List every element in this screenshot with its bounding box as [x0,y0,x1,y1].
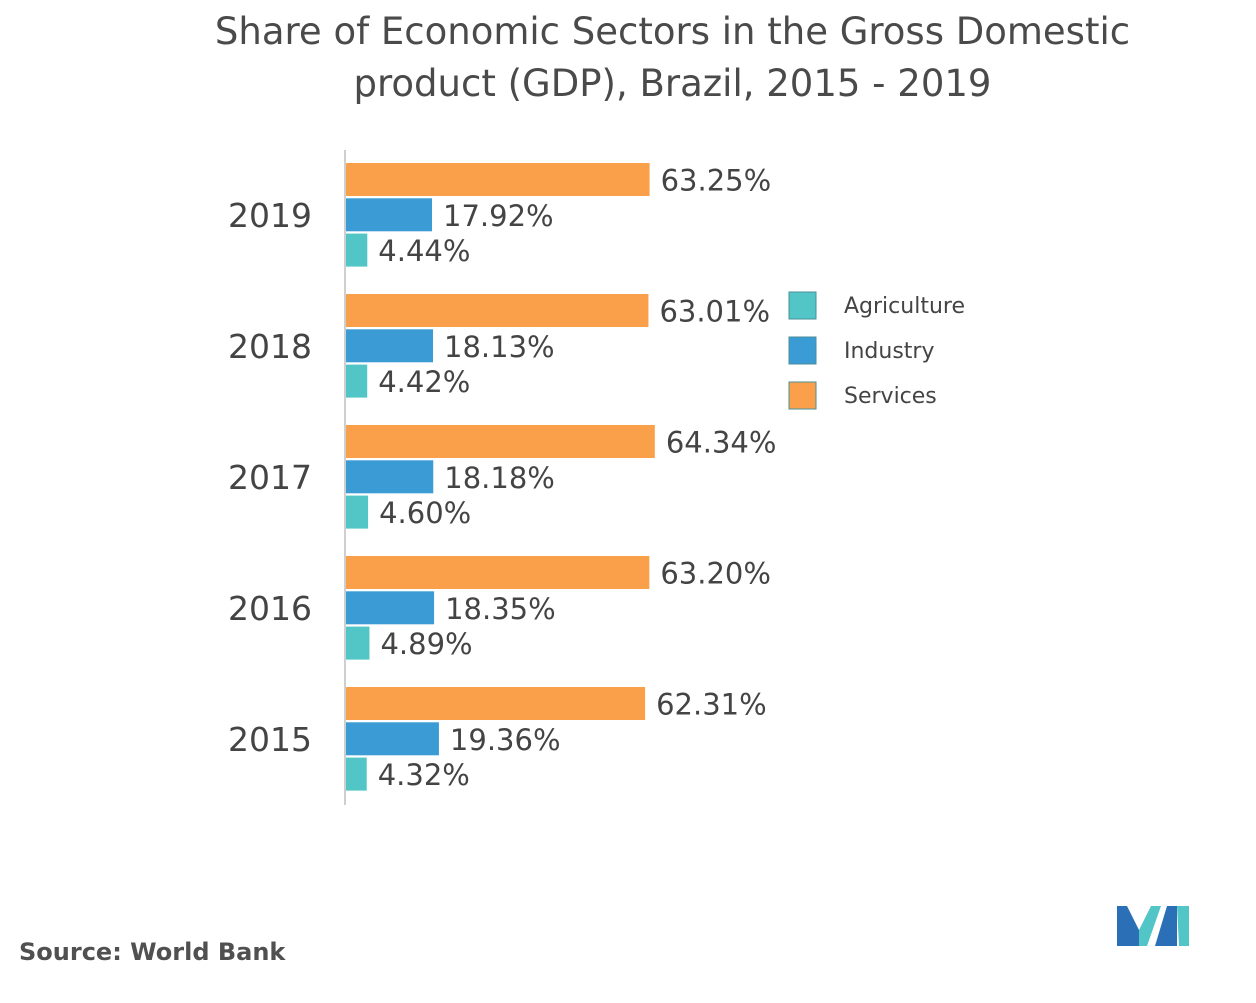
category-label: 2017 [228,458,312,497]
data-label: 63.25% [661,164,772,198]
data-label: 19.36% [450,723,561,757]
bar-industry [346,460,434,494]
legend-swatch-industry [788,336,817,365]
category-label: 2015 [228,720,312,759]
bar-agriculture [346,364,368,398]
bar-industry [346,198,433,232]
bar-services [346,687,646,720]
legend-swatch-services [788,381,817,410]
bar-agriculture [346,233,368,267]
legend-label: Services [844,384,937,409]
category-label: 2016 [228,589,312,628]
data-label: 4.42% [378,365,470,399]
data-label: 62.31% [656,688,767,722]
bar-agriculture [346,626,370,660]
bar-industry [346,591,435,625]
data-label: 18.35% [445,592,556,626]
bar-services [346,163,650,196]
legend-label: Industry [844,339,935,364]
data-label: 18.13% [444,330,555,364]
plot-area: 2019 63.25% 17.92%4.44% 2018 63.01% 18.13%4.4… [228,150,776,805]
brand-logo-icon [1117,906,1189,946]
bar-services [346,556,650,589]
data-label: 64.34% [666,426,777,460]
data-label: 4.44% [378,234,470,268]
legend-swatch-agriculture [788,291,817,320]
bar-agriculture [346,757,367,791]
data-label: 4.89% [380,627,472,661]
data-label: 17.92% [443,199,554,233]
source-note: Source: World Bank [19,938,286,966]
legend-label: Agriculture [844,294,965,319]
chart-title: Share of Economic Sectors in the Gross D… [214,10,1131,105]
data-label: 63.20% [660,557,771,591]
data-label: 4.32% [378,758,470,792]
bar-agriculture [346,495,369,529]
bar-services [346,425,655,458]
legend: Agriculture Industry Services [788,291,965,410]
bar-services [346,294,649,327]
category-label: 2018 [228,327,312,366]
data-label: 4.60% [379,496,471,530]
bar-industry [346,722,439,756]
data-label: 18.18% [444,461,555,495]
data-label: 63.01% [659,295,770,329]
bar-industry [346,329,434,363]
category-label: 2019 [228,196,312,235]
